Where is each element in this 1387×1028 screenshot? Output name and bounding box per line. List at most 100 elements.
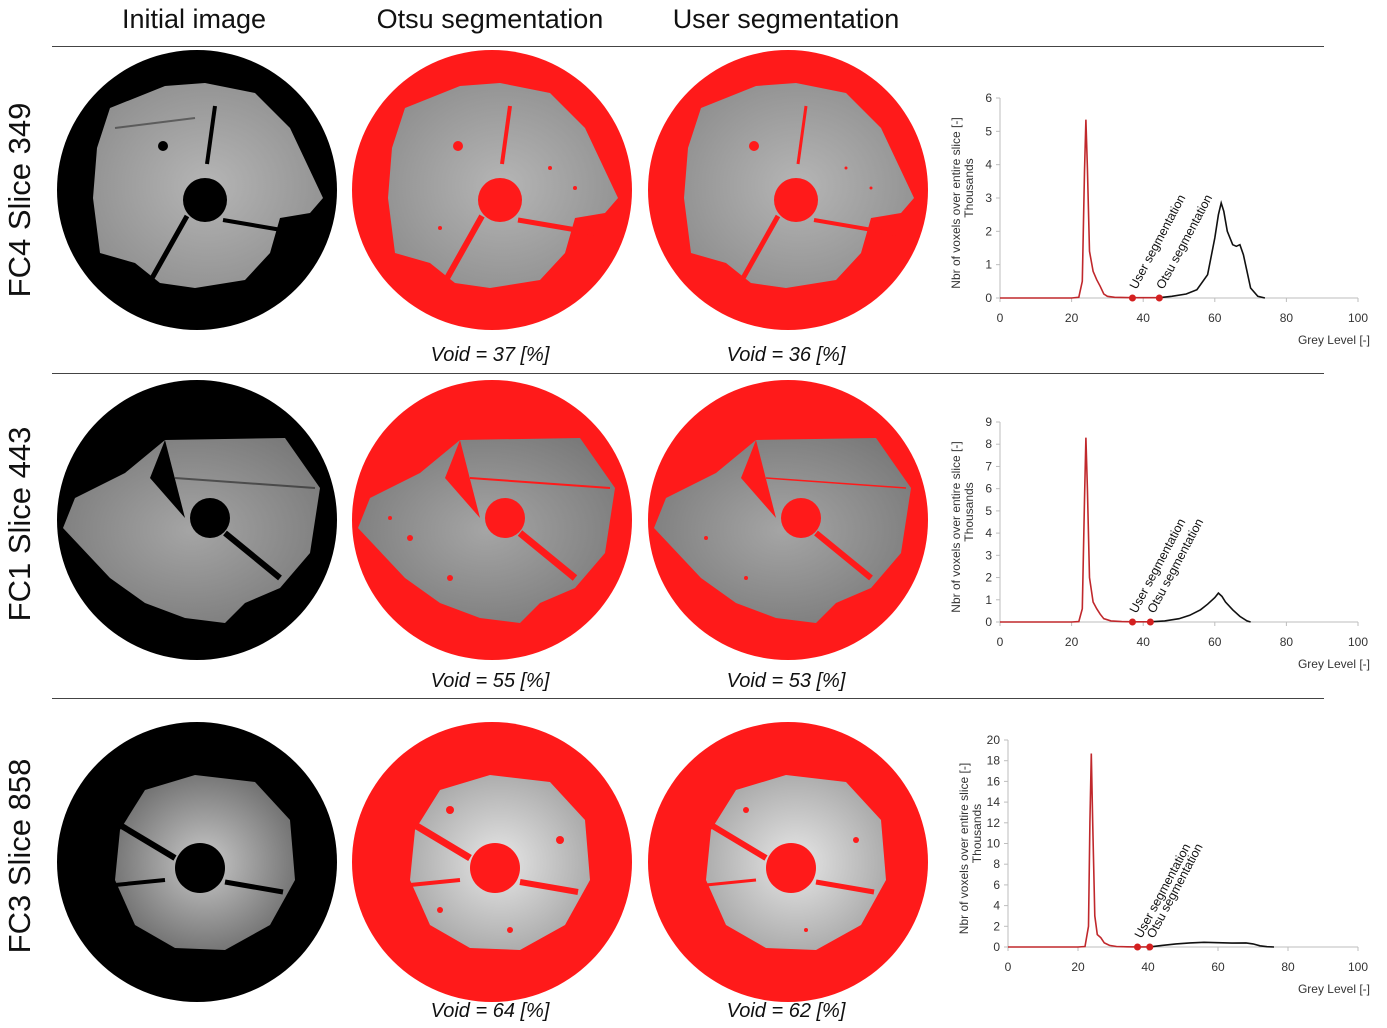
x-tick-label: 100 [1348,960,1368,974]
x-axis-label: Grey Level [-] [1298,657,1370,671]
y-tick-label: 2 [985,224,992,238]
y-axis-label: Nbr of voxels over entire slice [-] [957,763,971,934]
y-tick-label: 0 [993,940,1000,954]
series-line-material [1149,941,1275,948]
y-tick-label: 5 [985,124,992,138]
y-tick-label: 3 [985,191,992,205]
x-tick-label: 0 [997,635,1004,649]
central-hole [175,843,225,893]
y-tick-label: 0 [985,291,992,305]
y-axis-unit: Thousands [962,482,976,541]
separator-row1 [52,373,1324,374]
void-user-fc4: Void = 36 [%] [726,344,846,366]
void-otsu-fc1: Void = 55 [%] [430,670,550,692]
threshold-marker [1155,294,1163,302]
separator-row2 [52,698,1324,699]
crack [222,218,306,236]
central-hole [485,498,525,538]
y-tick-label: 14 [987,795,1001,809]
x-tick-label: 20 [1065,311,1079,325]
central-hole [781,498,821,538]
x-tick-label: 60 [1208,635,1222,649]
threshold-marker [1128,294,1136,302]
x-tick-label: 80 [1281,960,1295,974]
y-tick-label: 12 [987,816,1001,830]
series-line-material [1150,591,1251,623]
void-otsu-fc3: Void = 64 [%] [430,1000,550,1022]
ct-slice-otsu-fc1 [352,380,632,660]
row-label-fc3: FC3 Slice 858 [2,758,37,954]
x-tick-label: 100 [1348,635,1368,649]
column-header-initial: Initial image [121,4,267,34]
void-otsu-fc4: Void = 37 [%] [430,344,550,366]
void-user-fc1: Void = 53 [%] [726,670,846,692]
y-tick-label: 6 [985,482,992,496]
y-tick-label: 4 [993,899,1000,913]
y-axis-label: Nbr of voxels over entire slice [-] [950,441,963,612]
column-header-user: User segmentation [672,4,900,34]
row-label-fc4: FC4 Slice 349 [2,102,37,298]
ct-slice-otsu-fc4 [352,50,632,330]
central-hole [774,178,818,222]
central-hole [183,178,227,222]
ct-slice-user-fc4 [648,50,928,330]
y-tick-label: 6 [993,878,1000,892]
threshold-marker [1146,943,1154,951]
crack [205,105,217,165]
threshold-marker [1146,618,1154,626]
ct-slice-initial-fc4 [57,50,337,330]
x-tick-label: 60 [1208,311,1222,325]
ct-slice-initial-fc1 [57,380,337,660]
y-tick-label: 1 [985,593,992,607]
ct-slice-initial-fc3 [57,722,337,1002]
crack [148,214,190,282]
series-line-void [1008,753,1150,948]
y-tick-label: 10 [987,837,1001,851]
x-tick-label: 80 [1280,635,1294,649]
series-line-void [1000,437,1151,623]
x-tick-label: 80 [1280,311,1294,325]
histogram-fc3: 0 2 4 6 8 10 12 14 16 18 20 0 20 40 60 80 100 Grey Level … [957,733,1370,996]
x-tick-label: 20 [1071,960,1085,974]
x-tick-label: 60 [1211,960,1225,974]
ct-slice-user-fc3 [648,722,928,1002]
central-hole [766,843,816,893]
y-axis-unit: Thousands [962,158,976,217]
ct-slice-user-fc1 [648,380,928,660]
x-tick-label: 40 [1141,960,1155,974]
void-user-fc3: Void = 62 [%] [726,1000,846,1022]
row-label-fc1: FC1 Slice 443 [2,426,37,622]
central-hole [190,498,230,538]
x-tick-label: 0 [1005,960,1012,974]
y-tick-label: 4 [985,158,992,172]
y-axis-label: Nbr of voxels over entire slice [-] [950,117,963,288]
y-tick-label: 8 [985,437,992,451]
y-tick-label: 9 [985,415,992,429]
y-tick-label: 1 [985,258,992,272]
x-tick-label: 0 [997,311,1004,325]
y-tick-label: 16 [987,774,1001,788]
x-tick-label: 20 [1065,635,1079,649]
ct-slice-otsu-fc3 [352,722,632,1002]
y-tick-label: 4 [985,526,992,540]
threshold-marker [1128,618,1136,626]
y-tick-label: 0 [985,615,992,629]
series-line-void [1000,119,1160,299]
central-hole [478,178,522,222]
y-axis-unit: Thousands [970,804,984,863]
y-tick-label: 8 [993,857,1000,871]
x-axis-label: Grey Level [-] [1298,333,1370,347]
y-tick-label: 18 [987,754,1001,768]
y-tick-label: 2 [993,919,1000,933]
y-tick-label: 5 [985,504,992,518]
x-tick-label: 40 [1137,311,1151,325]
y-tick-label: 6 [985,91,992,105]
x-axis-label: Grey Level [-] [1298,982,1370,996]
series-line-material [1159,199,1266,299]
y-tick-label: 20 [987,733,1001,747]
central-hole [470,843,520,893]
column-header-otsu: Otsu segmentation [376,4,604,34]
threshold-marker [1134,943,1141,951]
x-tick-label: 40 [1137,635,1151,649]
